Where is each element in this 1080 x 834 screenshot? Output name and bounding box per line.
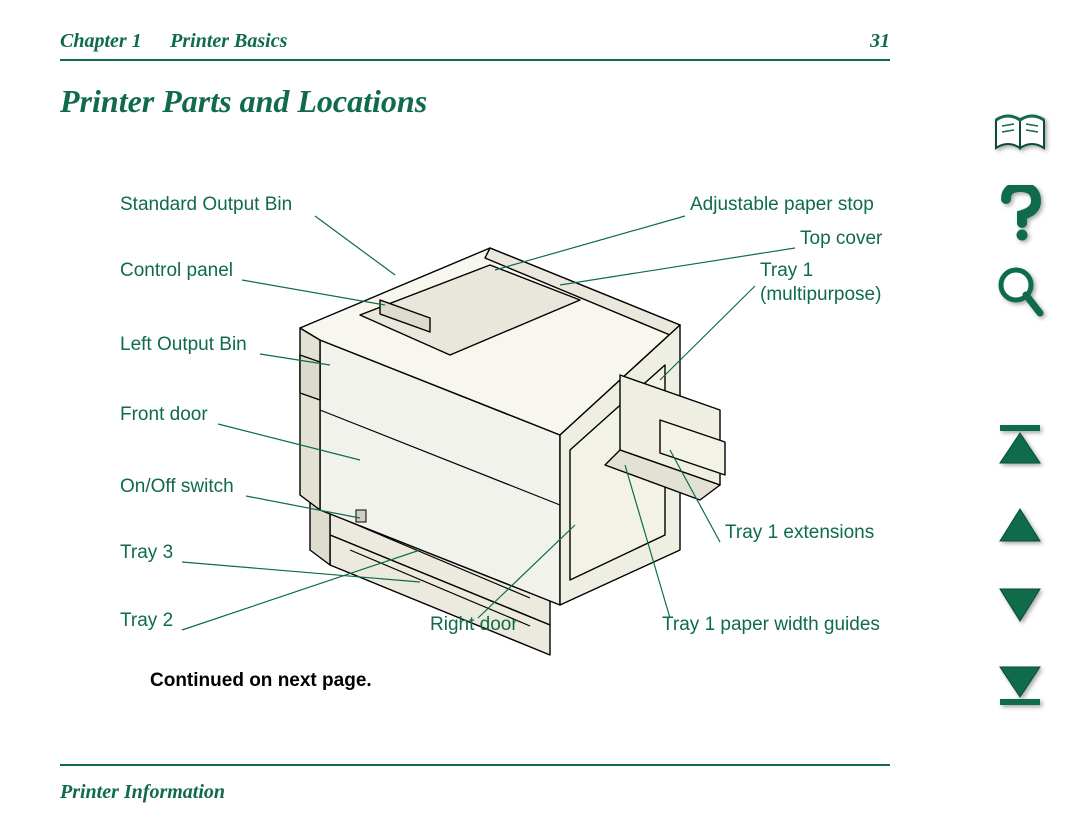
- nav-first-page[interactable]: [992, 417, 1048, 473]
- page-header: Chapter 1 Printer Basics 31: [60, 30, 890, 53]
- callout-tray-1-ext: Tray 1 extensions: [725, 522, 874, 544]
- nav-contents[interactable]: [992, 105, 1048, 161]
- callout-right-door: Right door: [430, 614, 518, 636]
- nav-last-page[interactable]: [992, 657, 1048, 713]
- chapter-number: Chapter 1: [60, 30, 142, 52]
- callout-top-cover: Top cover: [800, 228, 882, 250]
- footer-rule: [60, 764, 890, 766]
- callout-tray-1-multi-l1: Tray 1: [760, 260, 813, 282]
- callout-tray-1-multi-l2: (multipurpose): [760, 284, 881, 306]
- nav-rail: [988, 105, 1052, 713]
- nav-next-page[interactable]: [992, 577, 1048, 633]
- first-page-icon: [996, 423, 1044, 467]
- callout-control-panel: Control panel: [120, 260, 233, 282]
- callout-on-off-switch: On/Off switch: [120, 476, 234, 498]
- continued-note: Continued on next page.: [150, 670, 372, 692]
- next-page-icon: [996, 585, 1044, 625]
- chapter-title: Printer Basics: [170, 30, 287, 52]
- callout-front-door: Front door: [120, 404, 208, 426]
- callout-tray-3: Tray 3: [120, 542, 173, 564]
- callout-adj-paper-stop: Adjustable paper stop: [690, 194, 874, 216]
- footer-label: Printer Information: [60, 781, 225, 804]
- header-rule: [60, 59, 890, 61]
- callout-tray-2: Tray 2: [120, 610, 173, 632]
- prev-page-icon: [996, 505, 1044, 545]
- book-icon: [994, 112, 1046, 154]
- printer-diagram: Standard Output Bin Control panel Left Out…: [60, 150, 890, 710]
- callout-tray-1-guides: Tray 1 paper width guides: [662, 614, 880, 636]
- callout-left-output-bin: Left Output Bin: [120, 334, 247, 356]
- section-title: Printer Parts and Locations: [60, 83, 890, 120]
- nav-search[interactable]: [992, 265, 1048, 321]
- magnifier-icon: [996, 265, 1044, 321]
- nav-prev-page[interactable]: [992, 497, 1048, 553]
- nav-help[interactable]: [992, 185, 1048, 241]
- callout-std-output-bin: Standard Output Bin: [120, 194, 292, 216]
- last-page-icon: [996, 663, 1044, 707]
- question-icon: [998, 185, 1042, 241]
- page-number: 31: [870, 30, 890, 53]
